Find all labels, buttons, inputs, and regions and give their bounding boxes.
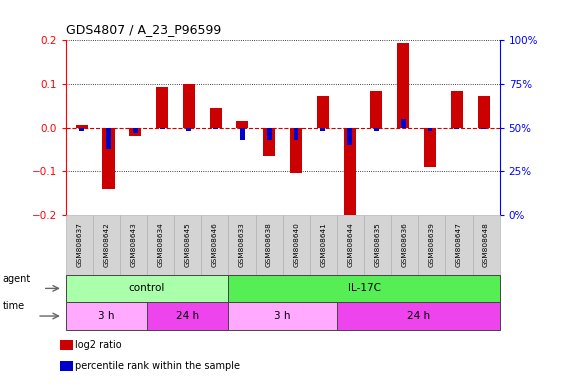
Bar bbox=[103, 127, 115, 189]
Bar bbox=[455, 127, 459, 129]
Text: 24 h: 24 h bbox=[407, 311, 430, 321]
Bar bbox=[451, 91, 463, 127]
Bar bbox=[263, 127, 275, 156]
Text: GSM808633: GSM808633 bbox=[239, 222, 245, 267]
Bar bbox=[106, 127, 111, 149]
Bar bbox=[76, 126, 88, 127]
Bar bbox=[293, 127, 299, 140]
Text: GSM808640: GSM808640 bbox=[293, 222, 299, 267]
Text: GSM808637: GSM808637 bbox=[76, 222, 82, 267]
Bar bbox=[317, 96, 329, 127]
Bar bbox=[129, 127, 142, 136]
Bar bbox=[428, 127, 432, 131]
Text: GSM808636: GSM808636 bbox=[401, 222, 408, 267]
Text: GSM808641: GSM808641 bbox=[320, 222, 327, 267]
Text: GSM808645: GSM808645 bbox=[184, 222, 191, 267]
Text: GSM808639: GSM808639 bbox=[429, 222, 435, 267]
Text: 24 h: 24 h bbox=[176, 311, 199, 321]
Bar bbox=[213, 127, 218, 129]
Bar bbox=[477, 96, 489, 127]
Bar bbox=[267, 127, 272, 140]
Bar bbox=[374, 127, 379, 131]
Text: time: time bbox=[3, 301, 25, 311]
Bar bbox=[210, 108, 222, 127]
Bar bbox=[481, 127, 486, 129]
Text: agent: agent bbox=[3, 274, 31, 284]
Bar bbox=[290, 127, 302, 173]
Text: log2 ratio: log2 ratio bbox=[75, 340, 122, 350]
Text: GSM808635: GSM808635 bbox=[375, 222, 381, 267]
Bar bbox=[156, 87, 168, 127]
Bar bbox=[344, 127, 356, 217]
Bar bbox=[133, 127, 138, 133]
Bar bbox=[347, 127, 352, 145]
Text: GSM808643: GSM808643 bbox=[130, 222, 136, 267]
Bar bbox=[397, 43, 409, 127]
Bar bbox=[236, 121, 248, 127]
Text: control: control bbox=[129, 283, 165, 293]
Bar bbox=[424, 127, 436, 167]
Text: GSM808648: GSM808648 bbox=[483, 222, 489, 267]
Text: GSM808638: GSM808638 bbox=[266, 222, 272, 267]
Bar bbox=[79, 127, 84, 131]
Text: GSM808642: GSM808642 bbox=[103, 222, 110, 267]
Text: GSM808647: GSM808647 bbox=[456, 222, 462, 267]
Bar bbox=[240, 127, 245, 140]
Bar bbox=[183, 84, 195, 127]
Bar bbox=[401, 119, 405, 127]
Text: IL-17C: IL-17C bbox=[348, 283, 380, 293]
Text: percentile rank within the sample: percentile rank within the sample bbox=[75, 361, 240, 371]
Text: GSM808644: GSM808644 bbox=[347, 222, 353, 267]
Bar bbox=[160, 127, 164, 129]
Bar bbox=[320, 127, 325, 131]
Text: GDS4807 / A_23_P96599: GDS4807 / A_23_P96599 bbox=[66, 23, 221, 36]
Text: 3 h: 3 h bbox=[275, 311, 291, 321]
Bar bbox=[187, 127, 191, 131]
Text: 3 h: 3 h bbox=[98, 311, 115, 321]
Text: GSM808646: GSM808646 bbox=[212, 222, 218, 267]
Text: GSM808634: GSM808634 bbox=[158, 222, 164, 267]
Bar bbox=[371, 91, 383, 127]
